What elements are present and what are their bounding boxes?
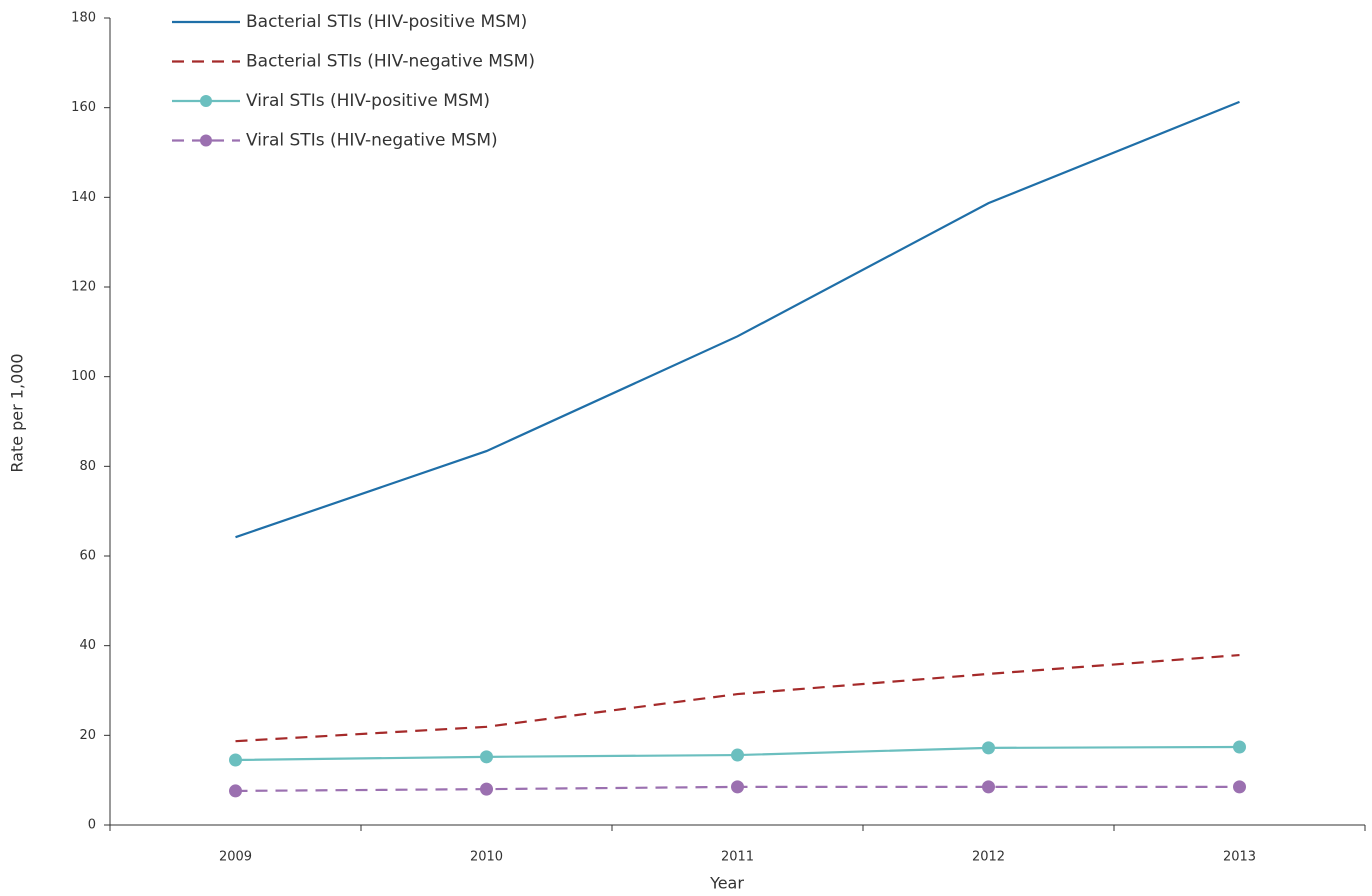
y-tick-label: 20: [79, 728, 96, 743]
y-tick-label: 140: [71, 190, 96, 205]
point: [229, 784, 242, 798]
x-tick-label: 2009: [219, 850, 252, 865]
point: [731, 780, 744, 794]
point: [982, 741, 995, 755]
y-tick-label: 60: [79, 549, 96, 564]
legend-label: Viral STIs (HIV-positive MSM): [246, 91, 490, 111]
x-tick-label: 2012: [972, 850, 1005, 865]
point: [731, 748, 744, 762]
point: [480, 750, 493, 764]
point: [1233, 780, 1246, 794]
y-tick-label: 100: [71, 369, 96, 384]
x-tick-label: 2010: [470, 850, 503, 865]
x-tick-label: 2013: [1223, 850, 1256, 865]
legend-label: Bacterial STIs (HIV-positive MSM): [246, 12, 527, 32]
legend-marker: [200, 95, 212, 107]
point: [229, 753, 242, 767]
legend-label: Viral STIs (HIV-negative MSM): [246, 131, 498, 151]
point: [1233, 740, 1246, 754]
y-axis-label: Rate per 1,000: [8, 353, 27, 472]
point: [982, 780, 995, 794]
series-line: [235, 653, 1240, 743]
y-tick-label: 180: [71, 11, 96, 26]
y-tick-label: 0: [88, 818, 96, 833]
series-line: [235, 100, 1240, 539]
x-tick-label: 2011: [721, 850, 754, 865]
legend-label: Bacterial STIs (HIV-negative MSM): [246, 52, 535, 72]
legend-marker: [200, 134, 212, 147]
y-tick-label: 80: [79, 459, 96, 474]
y-tick-label: 40: [79, 638, 96, 653]
point: [480, 782, 493, 796]
y-tick-label: 160: [71, 100, 96, 115]
y-tick-label: 120: [71, 280, 96, 295]
x-axis-label: Year: [709, 874, 744, 893]
